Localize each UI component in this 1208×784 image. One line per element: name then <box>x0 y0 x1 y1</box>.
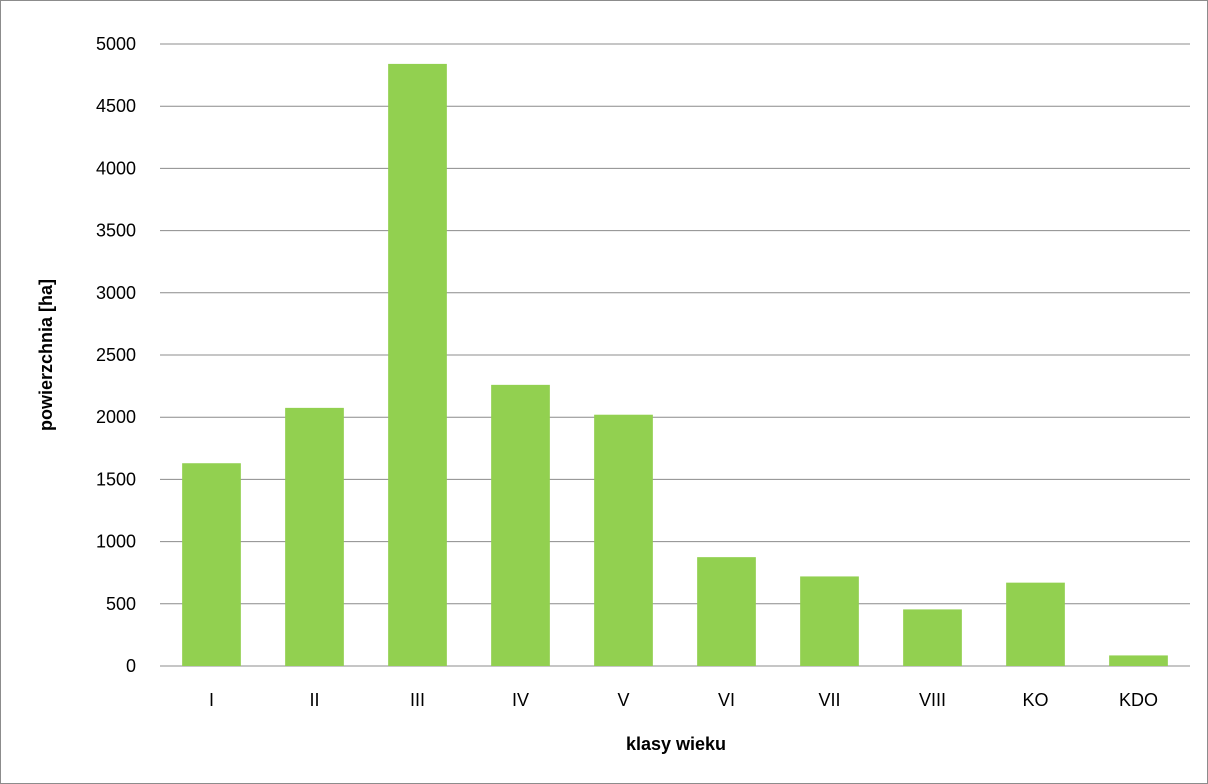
x-tick-label: KDO <box>1119 690 1158 710</box>
bar-II <box>285 407 344 666</box>
x-tick-label: V <box>617 690 629 710</box>
y-tick-label: 1500 <box>96 469 136 489</box>
x-tick-label: IV <box>512 690 529 710</box>
y-tick-label: 5000 <box>96 34 136 54</box>
y-tick-label: 2500 <box>96 345 136 365</box>
x-tick-label: VIII <box>919 690 946 710</box>
y-axis-title: powierzchnia [ha] <box>36 279 56 431</box>
y-tick-label: 4500 <box>96 96 136 116</box>
y-tick-label: 0 <box>126 656 136 676</box>
y-tick-label: 500 <box>106 594 136 614</box>
bar-IV <box>491 384 550 666</box>
x-axis-tick-labels: I II III IV V VI VII VIII KO KDO <box>209 690 1158 710</box>
x-tick-label: VI <box>718 690 735 710</box>
y-tick-label: 1000 <box>96 532 136 552</box>
y-axis-tick-labels: 0 500 1000 1500 2000 2500 3000 3500 4000 4500 5000 <box>96 34 136 676</box>
bar-VI <box>697 557 756 666</box>
bar-VIII <box>903 609 962 666</box>
bar-VII <box>800 576 859 666</box>
x-tick-label: III <box>410 690 425 710</box>
bar-III <box>388 63 447 667</box>
x-axis-title: klasy wieku <box>626 734 726 754</box>
bar-V <box>594 414 653 666</box>
y-tick-label: 2000 <box>96 407 136 427</box>
bars <box>182 63 1168 667</box>
y-tick-label: 4000 <box>96 158 136 178</box>
x-tick-label: VII <box>818 690 840 710</box>
bar-KDO <box>1109 655 1168 666</box>
bar-KO <box>1006 582 1065 666</box>
x-tick-label: KO <box>1022 690 1048 710</box>
bar-I <box>182 463 241 666</box>
x-tick-label: II <box>309 690 319 710</box>
y-tick-label: 3000 <box>96 283 136 303</box>
x-tick-label: I <box>209 690 214 710</box>
y-tick-label: 3500 <box>96 221 136 241</box>
